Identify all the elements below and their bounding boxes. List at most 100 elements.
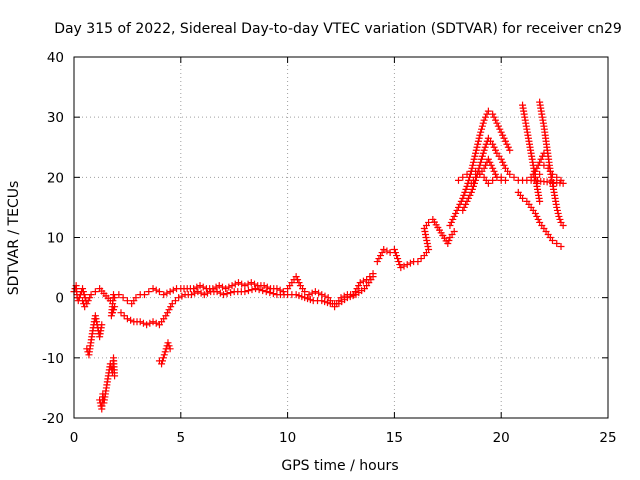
data-point bbox=[461, 188, 469, 196]
data-point bbox=[140, 291, 148, 299]
data-point bbox=[356, 279, 364, 287]
x-tick-label: 10 bbox=[279, 430, 296, 446]
data-point bbox=[127, 316, 135, 324]
data-point bbox=[149, 285, 157, 293]
data-point bbox=[464, 194, 472, 202]
x-axis-label: GPS time / hours bbox=[281, 458, 398, 474]
data-point bbox=[450, 212, 458, 220]
data-point bbox=[193, 283, 201, 291]
data-point bbox=[165, 306, 173, 314]
data-point bbox=[200, 291, 208, 299]
data-point bbox=[553, 203, 561, 211]
series-night-arcs bbox=[446, 98, 567, 251]
x-tick-label: 0 bbox=[70, 430, 79, 446]
data-point bbox=[318, 291, 326, 299]
data-point bbox=[167, 303, 175, 311]
data-point bbox=[486, 158, 494, 166]
y-tick-label: 40 bbox=[47, 50, 64, 66]
data-point bbox=[228, 282, 236, 290]
data-point bbox=[494, 122, 502, 130]
data-point bbox=[218, 283, 226, 291]
data-point bbox=[422, 234, 430, 241]
data-point bbox=[479, 119, 487, 127]
y-tick-label: 0 bbox=[55, 291, 64, 307]
data-point bbox=[506, 146, 514, 154]
data-point bbox=[527, 176, 535, 184]
data-point bbox=[414, 258, 422, 266]
data-point bbox=[503, 140, 511, 148]
data-point bbox=[493, 119, 501, 127]
y-tick-label: 30 bbox=[47, 110, 64, 126]
data-point bbox=[163, 309, 171, 317]
data-point bbox=[315, 289, 323, 297]
data-point bbox=[489, 164, 497, 172]
data-point bbox=[178, 292, 186, 300]
data-point bbox=[305, 291, 313, 299]
data-point bbox=[519, 194, 527, 202]
data-point bbox=[355, 282, 363, 290]
data-point bbox=[123, 297, 131, 305]
data-point bbox=[295, 279, 303, 287]
data-point bbox=[548, 237, 556, 245]
data-point bbox=[263, 283, 271, 291]
data-point bbox=[81, 303, 89, 311]
data-point bbox=[244, 287, 252, 295]
data-point bbox=[423, 240, 431, 248]
data-point bbox=[79, 285, 87, 293]
data-point bbox=[484, 155, 492, 163]
y-axis-label: SDTVAR / TECUs bbox=[6, 181, 22, 296]
data-point bbox=[87, 291, 95, 299]
data-point bbox=[378, 249, 386, 257]
data-point bbox=[424, 243, 432, 251]
data-point bbox=[463, 197, 471, 205]
data-point bbox=[555, 212, 563, 220]
data-point bbox=[484, 107, 492, 115]
data-point bbox=[132, 294, 140, 302]
data-point bbox=[373, 258, 381, 266]
data-point bbox=[482, 113, 490, 121]
data-point bbox=[423, 237, 431, 245]
data-point bbox=[492, 116, 500, 124]
data-point bbox=[459, 206, 467, 214]
data-point bbox=[478, 155, 486, 163]
data-point bbox=[241, 288, 249, 296]
data-point bbox=[479, 149, 487, 157]
data-point bbox=[227, 289, 235, 297]
data-point bbox=[462, 200, 470, 208]
data-point bbox=[158, 357, 166, 365]
data-point bbox=[395, 258, 403, 266]
series-mid-rise bbox=[373, 215, 458, 272]
data-point bbox=[478, 125, 486, 133]
data-point bbox=[473, 143, 481, 151]
y-tick-label: 10 bbox=[47, 231, 64, 247]
data-point bbox=[91, 312, 99, 320]
data-point bbox=[462, 185, 470, 193]
data-point bbox=[548, 170, 556, 178]
data-point bbox=[152, 286, 160, 294]
data-point bbox=[460, 203, 468, 211]
data-point bbox=[471, 152, 479, 160]
data-point bbox=[422, 230, 430, 238]
data-point bbox=[463, 170, 471, 178]
data-point bbox=[459, 173, 467, 181]
data-point bbox=[91, 288, 99, 296]
data-point bbox=[393, 252, 401, 260]
data-point bbox=[534, 215, 542, 223]
data-point bbox=[337, 294, 345, 302]
data-point bbox=[187, 291, 195, 299]
data-point bbox=[244, 280, 252, 288]
data-point bbox=[449, 215, 457, 223]
data-point bbox=[80, 291, 88, 299]
data-point bbox=[161, 348, 169, 356]
data-point bbox=[266, 289, 274, 297]
data-point bbox=[556, 215, 564, 223]
data-point bbox=[497, 155, 505, 163]
y-tick-label: -10 bbox=[42, 351, 64, 367]
data-point bbox=[487, 161, 495, 169]
data-point bbox=[158, 360, 166, 368]
data-point bbox=[394, 255, 402, 263]
data-point bbox=[553, 206, 561, 214]
data-point bbox=[444, 240, 452, 248]
